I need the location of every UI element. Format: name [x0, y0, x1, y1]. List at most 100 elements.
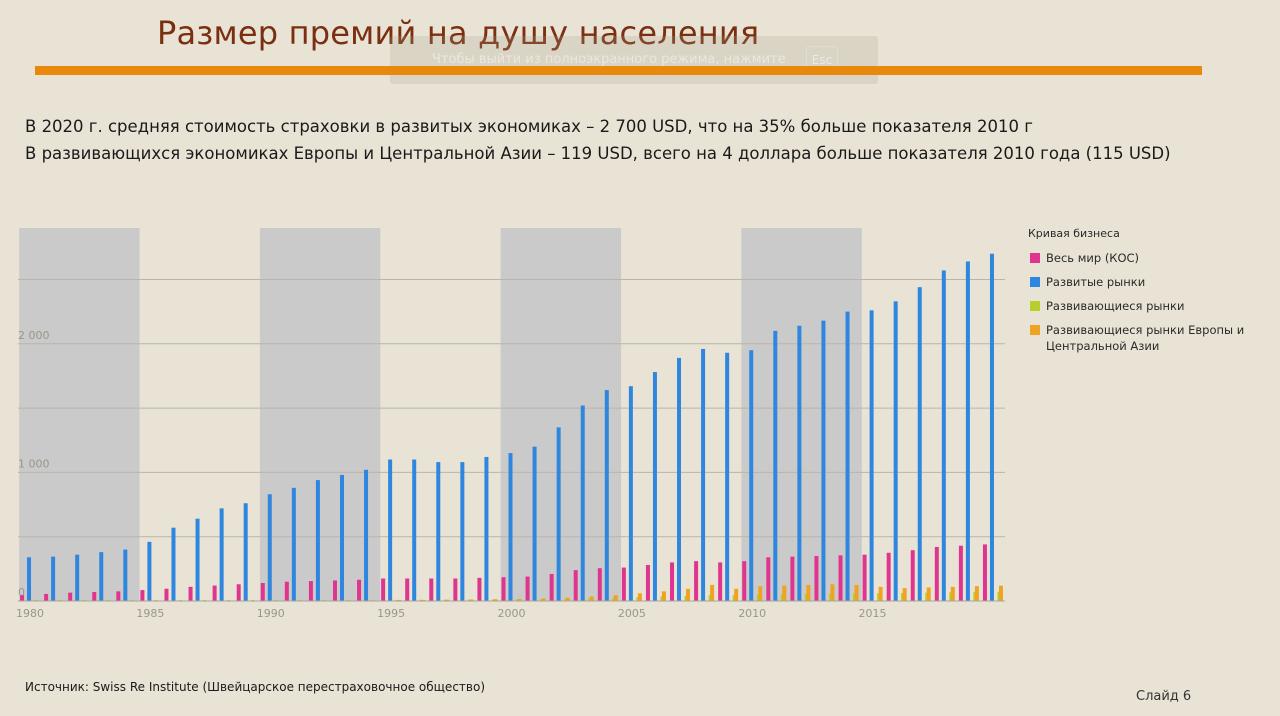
bar-series0-1999 [477, 577, 482, 601]
x-tick-label-1990: 1990 [257, 607, 285, 620]
legend-swatch-emerging-europe-ca [1030, 325, 1040, 335]
bar-series1-1998 [460, 462, 465, 601]
x-tick-label-2000: 2000 [497, 607, 525, 620]
legend-swatch-developed [1030, 277, 1040, 287]
premiums-per-capita-chart: 0 1 000 2 000 1980 1985 1990 1995 2000 2005 2010 2… [16, 228, 1005, 620]
bar-series1-1989 [243, 503, 248, 601]
bar-series1-2017 [917, 287, 922, 601]
bar-series0-2010 [742, 561, 747, 601]
bar-series1-2002 [556, 427, 561, 601]
bar-series3-1998 [469, 599, 474, 601]
bar-series3-1996 [421, 599, 426, 601]
x-tick-label-2005: 2005 [618, 607, 646, 620]
y-tick-label: 2 000 [18, 329, 50, 342]
shaded-period-2 [500, 228, 622, 601]
bar-series0-1989 [236, 584, 241, 601]
bar-series1-1990 [267, 494, 272, 601]
bar-series3-2019 [974, 586, 979, 601]
slide-number: Слайд 6 [1136, 689, 1192, 704]
bar-series1-2009 [725, 352, 730, 601]
intro-line-emerging-europe: В развивающихся экономиках Европы и Цент… [25, 144, 1171, 163]
bar-series1-1996 [412, 459, 417, 601]
bar-series3-2006 [661, 591, 666, 601]
title-underline [35, 66, 1202, 75]
bar-series1-2008 [701, 348, 706, 601]
bar-series0-1986 [164, 588, 169, 601]
bar-series3-2007 [686, 588, 691, 601]
bar-series0-2005 [621, 567, 626, 601]
legend-item-emerging-europe-ca: Развивающиеся рынки Европы и Центральной… [1030, 322, 1246, 354]
bar-series0-1984 [116, 591, 121, 601]
bar-series0-2004 [597, 568, 602, 601]
bar-series1-1997 [436, 462, 441, 601]
bar-series0-1995 [381, 578, 386, 601]
legend-item-emerging: Развивающиеся рынки [1030, 298, 1246, 314]
bar-series0-2012 [790, 556, 795, 601]
bar-series0-2002 [549, 573, 554, 601]
bar-series1-2000 [508, 453, 513, 601]
bar-series1-1988 [219, 508, 224, 601]
bar-series3-2009 [734, 588, 739, 601]
bar-series3-2016 [902, 588, 907, 601]
bar-series1-2013 [821, 320, 826, 601]
bar-series0-1998 [453, 578, 458, 601]
bar-series1-2015 [869, 310, 874, 601]
bar-series3-2017 [926, 587, 931, 601]
bar-series1-2006 [652, 372, 657, 601]
bar-series3-2001 [541, 598, 546, 601]
legend-item-world: Весь мир (КОС) [1030, 250, 1246, 266]
bar-series1-1987 [195, 518, 200, 601]
bar-series3-2010 [758, 586, 763, 601]
bar-series0-2007 [670, 562, 675, 601]
bar-series0-2018 [934, 546, 939, 601]
bar-series0-2011 [766, 557, 771, 601]
bar-series0-2009 [718, 562, 723, 601]
bar-series0-2000 [501, 577, 506, 601]
legend-label-emerging: Развивающиеся рынки [1046, 299, 1185, 313]
bar-series3-2004 [613, 595, 618, 601]
bar-series0-1994 [357, 579, 362, 601]
bar-series3-2020 [998, 585, 1003, 601]
bar-series1-2005 [628, 386, 633, 601]
bar-series1-2010 [749, 350, 754, 601]
bar-series3-1999 [493, 599, 498, 601]
bar-series3-2000 [517, 598, 522, 601]
bar-series3-2014 [854, 584, 859, 601]
bar-series1-2012 [797, 325, 802, 601]
bar-series0-1996 [405, 578, 410, 601]
bar-series0-1987 [188, 586, 193, 601]
bar-series0-2003 [573, 570, 578, 601]
bar-series3-2003 [589, 596, 594, 601]
bar-series0-1980 [20, 595, 25, 601]
bar-series1-2011 [773, 330, 778, 601]
bar-series1-2018 [941, 270, 946, 601]
bar-series0-1985 [140, 590, 145, 601]
x-tick-label-2015: 2015 [859, 607, 887, 620]
x-tick-label-1980: 1980 [16, 607, 44, 620]
bar-series0-1982 [68, 592, 73, 601]
bar-series1-1983 [99, 552, 104, 601]
bar-series3-2011 [782, 585, 787, 601]
bar-series3-2018 [950, 586, 955, 601]
bar-series0-1988 [212, 585, 217, 601]
bar-series1-1980 [27, 557, 32, 601]
fullscreen-exit-hint-text: Чтобы выйти из полноэкранного режима, на… [432, 52, 786, 67]
bar-series0-1983 [92, 591, 97, 601]
legend-title: Кривая бизнеса [1028, 227, 1120, 240]
bar-series0-2015 [862, 554, 867, 601]
bar-series0-2016 [886, 552, 891, 601]
bar-series3-2005 [637, 593, 642, 601]
bar-series0-2013 [814, 555, 819, 601]
legend-label-emerging-europe-ca: Развивающиеся рынки Европы и Центральной… [1046, 323, 1245, 353]
bar-series0-2001 [525, 576, 530, 601]
legend-label-world: Весь мир (КОС) [1046, 251, 1140, 265]
bar-series1-2003 [580, 405, 585, 601]
intro-line-developed: В 2020 г. средняя стоимость страховки в … [25, 117, 1033, 136]
bar-series0-2008 [694, 561, 699, 601]
y-tick-label: 1 000 [18, 457, 50, 470]
bar-series1-2001 [532, 446, 537, 601]
bar-series1-2004 [604, 390, 609, 601]
bar-series3-2002 [565, 597, 570, 601]
slide-title: Размер премий на душу населения [157, 14, 760, 52]
bar-series0-1990 [260, 582, 265, 601]
